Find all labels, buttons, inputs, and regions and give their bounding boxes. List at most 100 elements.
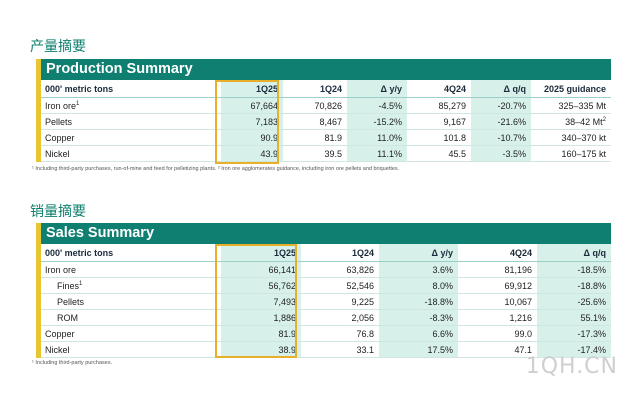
table-row: ROM 1,886 2,056 -8.3% 1,216 55.1% [41,310,611,326]
row-label-text: Iron ore [45,101,77,111]
table-row: Nickel 43.9 39.5 11.1% 45.5 -3.5% 160–175 kt [41,146,611,162]
sales-banner: Sales Summary [41,223,611,244]
header-cell: Δ q/q [537,244,611,261]
footnote-marker: 2 [602,117,606,123]
table-cell: 76.8 [356,329,374,339]
cell-value: 340–370 kt [561,133,606,143]
cell-value: -10.7% [497,133,526,143]
table-row: Iron ore1 67,664 70,826 -4.5% 85,279 -20.7% 32… [41,98,611,114]
row-label-text: Pellets [45,117,73,127]
table-cell: 9,167 [407,114,471,129]
table-cell: 1,886 [221,310,301,325]
cell-value: 11.1% [377,149,402,159]
table-cell: 39.5 [283,146,347,161]
production-footnote: ¹ Including third-party purchases, run-o… [32,166,400,172]
cell-value: 81.9 [324,133,342,143]
row-label: Pellets [41,114,221,129]
table-row: Pellets 7,493 9,225 -18.8% 10,067 -25.6% [41,294,611,310]
production-summary-table: Production Summary 000' metric tons 1Q25… [36,59,611,162]
table-cell: 10,067 [504,297,532,307]
table-cell: 38–42 Mt2 [531,114,611,129]
header-cell: 4Q24 [509,248,532,258]
cell-value: 85,279 [438,101,466,111]
row-label: Iron ore1 [41,98,221,113]
sales-header-row: 000' metric tons 1Q25 1Q24 Δ y/y 4Q24 Δ … [41,244,611,262]
cell-value: 7,183 [255,117,278,127]
table-cell: -10.7% [471,130,531,145]
row-label: Copper [41,130,221,145]
table-row: Nickel 38.9 33.1 17.5% 47.1 -17.4% [41,342,611,358]
header-cell: 1Q24 [319,84,342,94]
row-label: Nickel [41,146,221,161]
table-cell: 17.5% [379,342,458,357]
table-cell: -15.2% [347,114,407,129]
row-label: Pellets [41,294,221,309]
table-row: Iron ore 66,141 63,826 3.6% 81,196 -18.5% [41,262,611,278]
cell-value: 90.9 [260,133,278,143]
cell-value: -20.7% [497,101,526,111]
table-cell: 45.5 [407,146,471,161]
header-cell: Δ y/y [379,244,458,261]
table-cell: -8.3% [379,310,458,325]
table-cell: 43.9 [221,146,283,161]
table-cell: 81,196 [504,265,532,275]
cell-value: 70,826 [314,101,342,111]
cell-value: 39.5 [324,149,342,159]
cell-value: 67,664 [250,101,278,111]
cell-value: 8,467 [319,117,342,127]
table-cell: -21.6% [471,114,531,129]
table-cell: -17.4% [537,342,611,357]
table-cell: 63,826 [346,265,374,275]
footnote-marker: 1 [79,281,83,287]
cell-value: 101.8 [443,133,466,143]
table-row: Copper 81.9 76.8 6.6% 99.0 -17.3% [41,326,611,342]
row-label: Fines1 [41,278,221,293]
row-label-text: Nickel [45,345,70,355]
table-cell: 52,546 [346,281,374,291]
table-cell: 66,141 [221,262,301,277]
header-cell: 000' metric tons [45,248,114,258]
cell-value: 11.0% [377,133,402,143]
table-cell: 340–370 kt [531,130,611,145]
header-cell: 1Q24 [351,248,374,258]
table-row: Pellets 7,183 8,467 -15.2% 9,167 -21.6% 38–42 … [41,114,611,130]
footnote-marker: 1 [76,101,80,107]
header-cell: Δ q/q [471,80,531,97]
table-cell: 33.1 [356,345,374,355]
table-cell: 9,225 [351,297,374,307]
table-cell: 55.1% [537,310,611,325]
row-label-text: Fines [57,281,80,291]
table-cell: 325–335 Mt [531,98,611,113]
table-cell: 90.9 [221,130,283,145]
header-cell: 1Q25 [221,244,301,261]
cell-value: 9,167 [443,117,466,127]
table-cell: 7,493 [221,294,301,309]
header-cell: 2025 guidance [543,84,606,94]
table-cell: 70,826 [283,98,347,113]
sales-summary-table: Sales Summary 000' metric tons 1Q25 1Q24… [36,223,611,358]
row-label: Iron ore [41,262,221,277]
table-cell: -18.5% [537,262,611,277]
table-cell: -18.8% [379,294,458,309]
table-cell: 85,279 [407,98,471,113]
sales-cn-title: 销量摘要 [30,204,86,220]
table-cell: 69,912 [504,281,532,291]
table-cell: 101.8 [407,130,471,145]
row-label-text: ROM [57,313,78,323]
table-row: Copper 90.9 81.9 11.0% 101.8 -10.7% 340–370 kt [41,130,611,146]
table-row: Fines1 56,762 52,546 8.0% 69,912 -18.8% [41,278,611,294]
row-label-text: Copper [45,133,75,143]
cell-value: -3.5% [502,149,526,159]
row-label-text: Iron ore [45,265,77,275]
table-cell: -25.6% [537,294,611,309]
table-cell: 67,664 [221,98,283,113]
table-cell: 11.1% [347,146,407,161]
row-label-text: Copper [45,329,75,339]
table-cell: 1,216 [509,313,532,323]
cell-value: 325–335 Mt [558,101,606,111]
cell-value: 38–42 Mt [565,117,603,127]
table-cell: 11.0% [347,130,407,145]
cell-value: 160–175 kt [561,149,606,159]
cell-value: -21.6% [497,117,526,127]
table-cell: 38.9 [221,342,301,357]
